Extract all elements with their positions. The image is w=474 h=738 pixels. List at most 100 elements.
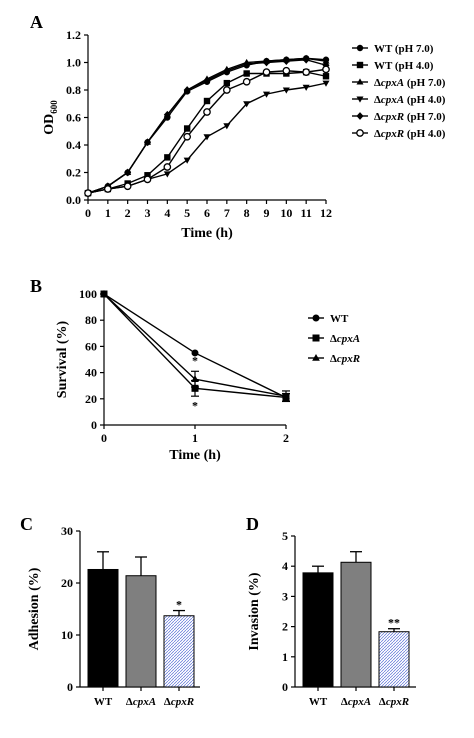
x-tick-label: 5 [184, 206, 190, 220]
data-point [164, 154, 171, 161]
legend-label-prefix: Δ [330, 333, 337, 345]
y-tick-label: 0 [67, 680, 73, 694]
bar [378, 631, 410, 688]
x-tick-label: 2 [283, 431, 289, 445]
x-tick-label-label: WT [94, 696, 113, 708]
legend-label-suffix: (pH 4.0) [404, 128, 446, 140]
x-tick-label: 1 [105, 206, 111, 220]
data-point [262, 58, 271, 67]
legend-label: ΔcpxA (pH 4.0) [374, 94, 446, 106]
y-axis-title-sub: 600 [49, 100, 59, 114]
data-point [223, 66, 231, 75]
y-tick-label: 10 [61, 628, 73, 642]
x-tick-label: 0 [101, 431, 107, 445]
panel-a: A0.00.20.40.60.81.01.20 1 2 3 4 5 6 7 8 9 10 11 12Ti… [30, 12, 446, 241]
data-point [322, 57, 330, 64]
panel-c: C 0 10 20 30 Adhesion (%) WT ΔcpxA * ΔcpxR [20, 514, 200, 708]
data-point [203, 108, 211, 116]
legend-label-prefix: Δ [374, 111, 381, 123]
y-axis-title: Invasion (%) [247, 572, 262, 651]
data-point [103, 185, 112, 193]
legend-label: ΔcpxR (pH 7.0) [374, 111, 446, 123]
y-tick-label: 20 [61, 576, 73, 590]
legend-label-prefix: Δ [374, 94, 381, 106]
y-tick-label: 1.0 [66, 56, 81, 70]
x-tick-label: 1 [192, 431, 198, 445]
data-point [222, 86, 231, 94]
data-point [183, 157, 191, 164]
data-point [322, 61, 330, 70]
significance-star: * [192, 398, 198, 412]
data-point [282, 392, 290, 399]
data-point [243, 70, 250, 77]
data-point [322, 80, 330, 87]
legend-label-italic: cpxR [381, 111, 404, 123]
data-point [163, 163, 172, 171]
series-2 [100, 289, 290, 403]
legend-item: ΔcpxA [308, 333, 360, 345]
x-tick-label: 0 [85, 206, 91, 220]
series-5 [84, 65, 330, 197]
legend-label-prefix: Δ [330, 353, 337, 365]
legend-label-italic: cpxA [381, 94, 404, 106]
y-tick-label: 2 [282, 620, 288, 634]
legend-item: ΔcpxA (pH 4.0) [352, 94, 446, 106]
x-tick-label: WT [94, 696, 113, 708]
data-point [322, 73, 330, 80]
data-point [191, 384, 199, 392]
panel-d: D 0 1 2 3 4 5 Invasion (%) WT ΔcpxA ** ΔcpxR [246, 514, 416, 708]
bar [340, 561, 372, 688]
y-tick-label: 0.2 [66, 166, 81, 180]
y-tick-label: 0.6 [66, 111, 81, 125]
legend-item: ΔcpxR [308, 353, 360, 365]
data-point [302, 84, 310, 91]
x-tick-label: ΔcpxA [126, 696, 156, 708]
panel-b: B 0 20 40 60 80 100 0 1 2 Time (h) Survival (%) * * WT… [30, 276, 360, 463]
legend-marker [312, 314, 320, 322]
y-tick-label: 60 [85, 339, 97, 353]
legend-label-suffix: (pH 7.0) [404, 111, 446, 123]
x-tick-label-italic: cpxR [171, 696, 194, 708]
x-tick-label: ΔcpxA [341, 696, 371, 708]
bar [87, 568, 119, 688]
data-point [183, 132, 192, 141]
data-point [243, 101, 251, 108]
y-tick-label: 3 [282, 589, 288, 603]
legend-label: WT (pH 7.0) [374, 43, 434, 55]
legend-label-suffix: WT (pH 7.0) [374, 43, 434, 55]
y-tick-label: 40 [85, 366, 97, 380]
y-tick-label: 0 [91, 418, 97, 432]
x-tick-label: WT [309, 696, 328, 708]
panel-label-a: A [30, 12, 43, 32]
significance-star: ** [388, 616, 400, 630]
y-tick-label: 80 [85, 313, 97, 327]
data-point [84, 189, 92, 197]
legend-marker [356, 112, 364, 120]
data-point [124, 168, 132, 177]
y-tick-label: 1 [282, 650, 288, 664]
legend-label: ΔcpxA [330, 333, 360, 345]
y-axis-title: OD600 [42, 100, 59, 135]
x-tick-label: 11 [300, 206, 311, 220]
legend-marker [356, 78, 364, 85]
x-axis-title: Time (h) [169, 448, 221, 463]
legend-label-prefix: Δ [374, 77, 381, 89]
y-tick-label: 20 [85, 392, 97, 406]
x-tick-label-italic: cpxR [386, 696, 409, 708]
x-tick-label: 2 [125, 206, 131, 220]
x-axis-title: Time (h) [181, 226, 233, 241]
x-tick-label-prefix: Δ [341, 696, 348, 708]
legend-item: WT [308, 313, 349, 325]
y-tick-label: 0.0 [66, 193, 81, 207]
x-tick-label: ΔcpxR [164, 696, 194, 708]
y-axis-title-main: OD [42, 114, 57, 135]
data-point [100, 289, 108, 297]
x-tick-label: 8 [244, 206, 250, 220]
x-tick-label: 12 [320, 206, 332, 220]
legend-label: ΔcpxR (pH 4.0) [374, 128, 446, 140]
legend-item: ΔcpxR (pH 7.0) [352, 111, 446, 123]
y-axis-title: Adhesion (%) [27, 567, 42, 650]
data-point [242, 77, 251, 86]
data-point [143, 175, 152, 184]
y-axis-title: Survival (%) [55, 320, 70, 398]
